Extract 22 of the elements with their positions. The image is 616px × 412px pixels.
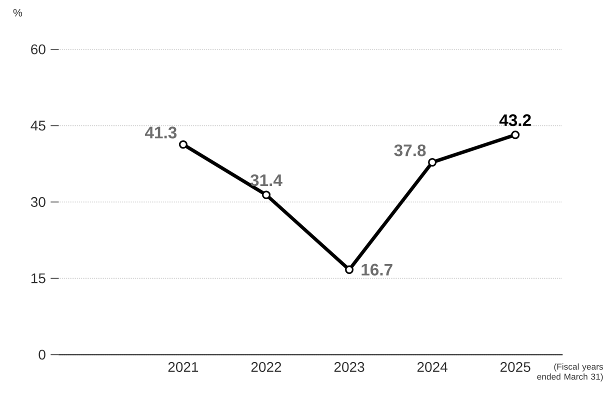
x-tick-label: 2025 xyxy=(500,362,530,372)
point xyxy=(262,190,271,200)
point xyxy=(428,158,437,167)
data-label: 31.4 xyxy=(250,174,282,186)
x-tick-label: 2022 xyxy=(251,362,282,372)
x-tick-label: 2021 xyxy=(168,362,198,372)
point xyxy=(345,265,354,274)
y-tick-label: 15 xyxy=(31,273,46,284)
y-tick-label: 30 xyxy=(30,197,46,207)
text: (Fiscal years ended March 31) xyxy=(537,363,603,382)
y-tick-label: 60 xyxy=(31,44,46,54)
y-tick-label: 0 xyxy=(38,350,46,360)
data-label: 37.8 xyxy=(394,144,426,156)
data-label: 41.3 xyxy=(144,126,177,138)
data-label: 16.7 xyxy=(362,264,392,276)
y-tick-label: 45 xyxy=(30,120,46,131)
data-label: 43.2 xyxy=(499,114,531,126)
y-axis-title: % xyxy=(13,8,22,16)
point xyxy=(178,140,188,149)
point xyxy=(511,130,520,140)
x-tick-label: 2024 xyxy=(417,362,448,372)
x-tick-label: 2023 xyxy=(334,362,364,372)
